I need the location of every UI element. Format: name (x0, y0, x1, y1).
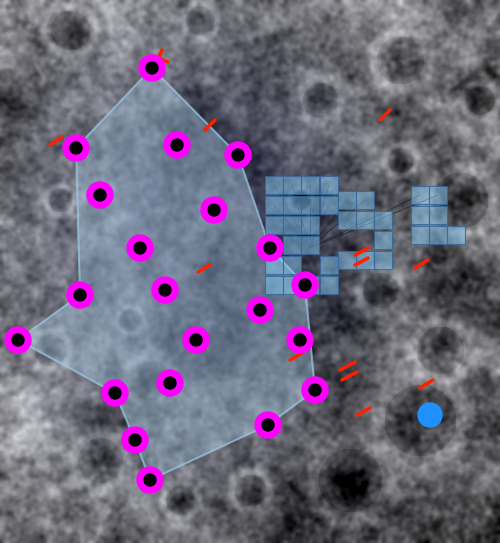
Circle shape (294, 334, 306, 346)
Circle shape (287, 327, 313, 353)
Bar (356, 251, 374, 269)
Circle shape (109, 387, 121, 399)
Circle shape (129, 434, 141, 446)
Circle shape (262, 419, 274, 431)
Circle shape (257, 235, 283, 261)
Circle shape (67, 282, 93, 308)
Circle shape (74, 289, 86, 301)
Circle shape (137, 467, 163, 493)
Bar (265, 216, 283, 234)
Bar (429, 226, 447, 244)
Bar (301, 236, 319, 254)
Circle shape (201, 197, 227, 223)
Circle shape (12, 334, 24, 346)
Bar (338, 211, 356, 229)
Bar (283, 236, 301, 254)
Bar (320, 256, 338, 274)
Circle shape (102, 380, 128, 406)
Circle shape (171, 139, 183, 151)
Polygon shape (18, 68, 315, 480)
Circle shape (292, 272, 318, 298)
Circle shape (134, 242, 146, 254)
Bar (283, 196, 301, 214)
Circle shape (208, 204, 220, 216)
Bar (374, 251, 392, 269)
Bar (356, 211, 374, 229)
Bar (411, 206, 429, 224)
Circle shape (232, 149, 244, 161)
Circle shape (190, 334, 202, 346)
Circle shape (255, 412, 281, 438)
Circle shape (127, 235, 153, 261)
Bar (320, 196, 338, 214)
Bar (283, 176, 301, 194)
Bar (320, 176, 338, 194)
Circle shape (63, 135, 89, 161)
Circle shape (144, 474, 156, 486)
Circle shape (87, 182, 113, 208)
Bar (265, 176, 283, 194)
Circle shape (164, 132, 190, 158)
Circle shape (254, 304, 266, 316)
Circle shape (418, 403, 442, 427)
Bar (429, 186, 447, 204)
Circle shape (225, 142, 251, 168)
Circle shape (5, 327, 31, 353)
Bar (429, 206, 447, 224)
Circle shape (139, 55, 165, 81)
Circle shape (152, 277, 178, 303)
Bar (374, 211, 392, 229)
Circle shape (164, 377, 176, 389)
Bar (301, 176, 319, 194)
Bar (338, 191, 356, 209)
Bar (265, 256, 283, 274)
Bar (411, 186, 429, 204)
Circle shape (94, 189, 106, 201)
Circle shape (159, 284, 171, 296)
Bar (320, 276, 338, 294)
Bar (283, 216, 301, 234)
Bar (265, 196, 283, 214)
Circle shape (299, 279, 311, 291)
Bar (265, 276, 283, 294)
Circle shape (146, 62, 158, 74)
Bar (411, 226, 429, 244)
Circle shape (264, 242, 276, 254)
Circle shape (247, 297, 273, 323)
Circle shape (302, 377, 328, 403)
Bar (301, 196, 319, 214)
Bar (374, 231, 392, 249)
Bar (283, 256, 301, 274)
Bar (301, 216, 319, 234)
Circle shape (309, 384, 321, 396)
Bar (301, 276, 319, 294)
Circle shape (70, 142, 82, 154)
Circle shape (122, 427, 148, 453)
Circle shape (183, 327, 209, 353)
Bar (447, 226, 465, 244)
Bar (356, 191, 374, 209)
Bar (283, 276, 301, 294)
Circle shape (157, 370, 183, 396)
Bar (338, 251, 356, 269)
